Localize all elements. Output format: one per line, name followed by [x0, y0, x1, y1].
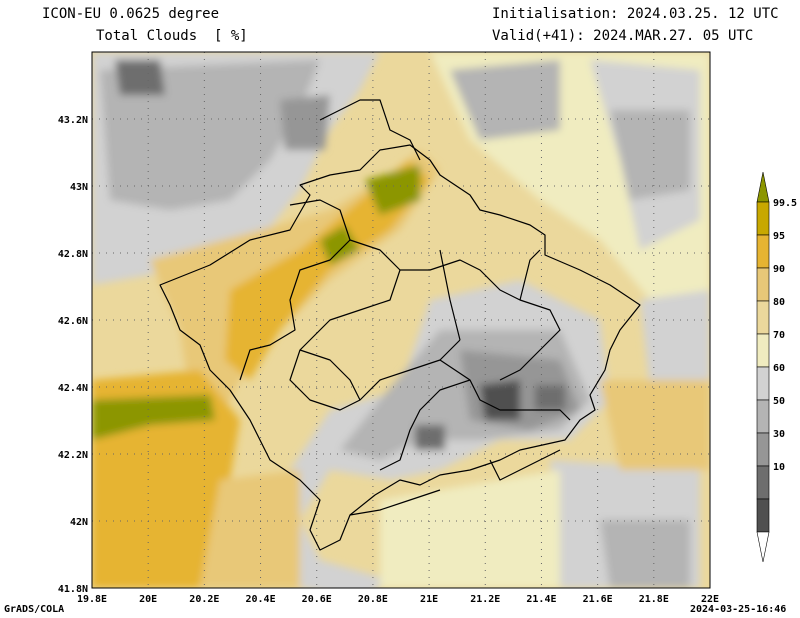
colorbar-segment [756, 267, 770, 302]
colorbar-segment [756, 465, 770, 500]
region-borders [159, 99, 641, 551]
colorbar-segment [756, 201, 770, 236]
lat-tick-label: 42.4N [58, 383, 88, 394]
colorbar-label: 70 [773, 330, 785, 341]
colorbar-label: 80 [773, 297, 785, 308]
graticule [92, 52, 710, 588]
colorbar-segment [756, 300, 770, 335]
lon-tick-label: 21.6E [583, 594, 613, 605]
colorbar-label: 99.5 [773, 198, 797, 209]
model-title: ICON-EU 0.0625 degree [42, 6, 220, 22]
colorbar-bottom-arrow [756, 531, 770, 563]
colorbar-segment [756, 498, 770, 533]
colorbar-segment [756, 432, 770, 467]
latitude-labels: 43.2N 43N 42.8N 42.6N 42.4N 42.2N 42N 41.8N [58, 115, 88, 595]
colorbar-label: 10 [773, 462, 785, 473]
lat-tick-label: 42.6N [58, 316, 88, 327]
lon-tick-label: 21.2E [470, 594, 500, 605]
longitude-labels: 19.8E 20E 20.2E 20.4E 20.6E 20.8E 21E 21.2E 21.4… [77, 594, 719, 605]
lon-tick-label: 20.2E [189, 594, 219, 605]
lon-tick-label: 20.4E [245, 594, 275, 605]
colorbar-label: 95 [773, 231, 785, 242]
colorbar-segment [756, 366, 770, 401]
lon-tick-label: 20.8E [358, 594, 388, 605]
lat-tick-label: 42.2N [58, 450, 88, 461]
lat-tick-label: 41.8N [58, 584, 88, 595]
colorbar-label: 90 [773, 264, 785, 275]
valid-time: Valid(+41): 2024.MAR.27. 05 UTC [492, 28, 754, 44]
colorbar-segment [756, 333, 770, 368]
cloud-field [92, 52, 710, 588]
footer-timestamp: 2024-03-25-16:46 [690, 604, 787, 615]
lat-tick-label: 43.2N [58, 115, 88, 126]
colorbar-top-arrow [756, 171, 770, 203]
init-time: Initialisation: 2024.03.25. 12 UTC [492, 6, 779, 22]
colorbar-segment [756, 234, 770, 269]
lat-tick-label: 43N [70, 182, 88, 193]
lon-tick-label: 22E [701, 594, 719, 605]
colorbar: 99.5 95 90 80 70 60 50 30 10 [756, 171, 797, 563]
colorbar-label: 30 [773, 429, 785, 440]
footer-credit: GrADS/COLA [4, 604, 65, 615]
plot-frame [91, 51, 711, 589]
lat-tick-label: 42N [70, 517, 88, 528]
colorbar-label: 60 [773, 363, 785, 374]
colorbar-label: 50 [773, 396, 785, 407]
lon-tick-label: 21.8E [639, 594, 669, 605]
lat-tick-label: 42.8N [58, 249, 88, 260]
lon-tick-label: 20E [139, 594, 157, 605]
variable-title: Total Clouds [ %] [96, 28, 248, 44]
lon-tick-label: 19.8E [77, 594, 107, 605]
lon-tick-label: 21.4E [526, 594, 556, 605]
lon-tick-label: 20.6E [302, 594, 332, 605]
lon-tick-label: 21E [420, 594, 438, 605]
colorbar-segment [756, 399, 770, 434]
